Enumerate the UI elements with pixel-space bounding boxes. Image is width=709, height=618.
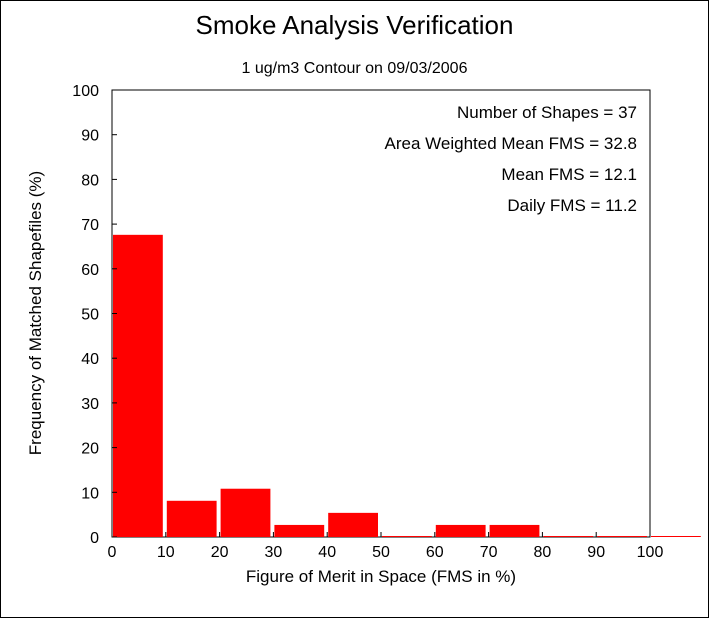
bars <box>113 234 701 537</box>
x-tick-label: 30 <box>265 544 283 561</box>
bar-90 <box>597 536 647 537</box>
y-tick-label: 60 <box>81 262 99 279</box>
x-tick-label: 0 <box>108 544 117 561</box>
y-tick-label: 30 <box>81 396 99 413</box>
bar-100 <box>651 536 701 537</box>
stats-annotation: Number of Shapes = 37 <box>457 103 637 122</box>
x-tick-label: 10 <box>157 544 175 561</box>
bar-50 <box>382 536 432 537</box>
x-tick-label: 60 <box>426 544 444 561</box>
annotations: Number of Shapes = 37 Area Weighted Mean … <box>385 103 637 215</box>
stats-annotation: Mean FMS = 12.1 <box>501 165 637 184</box>
y-axis-label: Frequency of Matched Shapefiles (%) <box>26 170 45 456</box>
y-tick-label: 80 <box>81 172 99 189</box>
bar-0 <box>113 234 163 537</box>
y-tick-label: 10 <box>81 485 99 502</box>
bar-60 <box>435 524 486 537</box>
chart-subtitle: 1 ug/m3 Contour on 09/03/2006 <box>241 60 468 77</box>
x-tick-label: 20 <box>211 544 229 561</box>
y-axis-ticks: 0 10 20 30 40 50 60 70 80 90 100 <box>72 83 117 547</box>
bar-80 <box>543 536 594 537</box>
plot-area <box>111 89 651 538</box>
y-tick-label: 0 <box>90 530 99 547</box>
y-tick-label: 70 <box>81 217 99 234</box>
x-tick-label: 70 <box>480 544 498 561</box>
bar-30 <box>274 524 325 537</box>
bar-20 <box>220 488 271 537</box>
bar-70 <box>489 524 540 537</box>
y-tick-label: 100 <box>72 83 99 100</box>
chart-title: Smoke Analysis Verification <box>195 10 514 40</box>
bar-40 <box>328 512 378 537</box>
x-tick-label: 40 <box>318 544 336 561</box>
x-tick-label: 100 <box>637 544 664 561</box>
x-tick-label: 80 <box>534 544 552 561</box>
y-tick-label: 40 <box>81 351 99 368</box>
bar-10 <box>166 500 217 537</box>
x-tick-label: 90 <box>587 544 605 561</box>
y-tick-label: 50 <box>81 307 99 324</box>
y-tick-label: 20 <box>81 441 99 458</box>
stats-annotation: Area Weighted Mean FMS = 32.8 <box>385 134 637 153</box>
stats-annotation: Daily FMS = 11.2 <box>507 196 637 215</box>
x-tick-label: 50 <box>372 544 390 561</box>
y-tick-label: 90 <box>81 128 99 145</box>
x-axis-ticks: 0 10 20 30 40 50 60 70 80 90 100 <box>108 532 664 561</box>
x-axis-label: Figure of Merit in Space (FMS in %) <box>245 567 517 586</box>
